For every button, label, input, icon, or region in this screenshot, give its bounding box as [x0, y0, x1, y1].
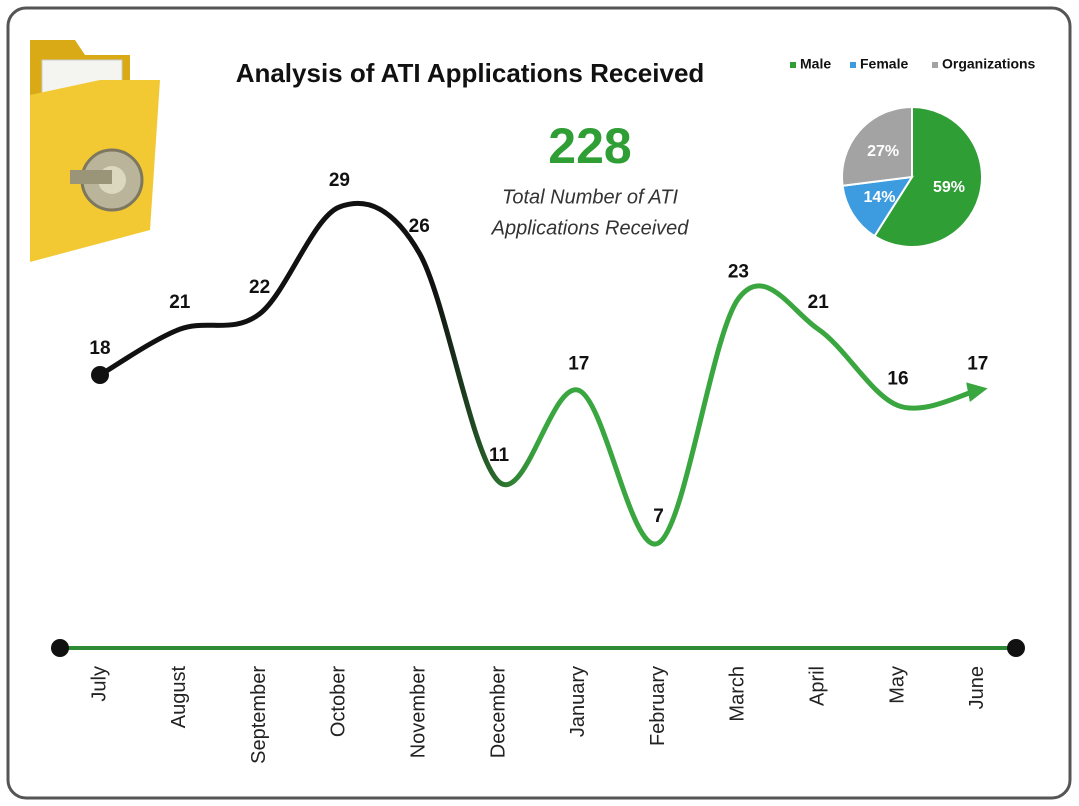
legend-swatch — [850, 62, 856, 68]
data-label: 22 — [249, 277, 270, 298]
x-tick-label: September — [248, 666, 270, 764]
axis-end — [51, 639, 69, 657]
data-label: 17 — [568, 353, 589, 374]
legend-label: Female — [860, 56, 908, 72]
total-label: Total Number of ATI — [502, 186, 678, 208]
frame — [6, 6, 1072, 800]
data-label: 16 — [887, 369, 908, 390]
slice-label: 27% — [867, 143, 899, 160]
legend-swatch — [790, 62, 796, 68]
axis-end — [1007, 639, 1025, 657]
x-tick-label: October — [328, 666, 350, 737]
data-label: 21 — [169, 292, 191, 313]
folder-icon — [30, 40, 160, 262]
data-label: 26 — [409, 216, 430, 237]
x-tick-label: November — [407, 666, 429, 759]
pie-slice — [841, 105, 913, 187]
legend-label: Male — [800, 56, 831, 72]
data-label: 18 — [89, 338, 110, 359]
slice-label: 14% — [863, 189, 895, 206]
x-tick-label: July — [88, 666, 110, 702]
slice-label: 59% — [933, 179, 965, 196]
line — [97, 201, 988, 547]
data-label: 7 — [653, 506, 664, 527]
legend-label: Organizations — [942, 56, 1036, 72]
total-value: 228 — [548, 118, 631, 174]
x-tick-label: August — [168, 666, 190, 729]
x-tick-label: February — [647, 666, 669, 746]
data-label: 17 — [967, 353, 988, 374]
data-label: 11 — [489, 445, 510, 466]
x-tick-label: May — [886, 666, 908, 704]
data-label: 23 — [728, 262, 749, 283]
data-label: 21 — [808, 292, 830, 313]
x-tick-label: December — [487, 666, 509, 759]
legend-swatch — [932, 62, 938, 68]
x-tick-label: January — [567, 666, 589, 737]
x-tick-label: March — [727, 666, 749, 722]
chart-title: Analysis of ATI Applications Received — [236, 58, 705, 88]
total-label: Applications Received — [491, 217, 690, 239]
pie-slice — [873, 105, 983, 248]
pie-slice — [841, 175, 914, 238]
x-tick-label: June — [966, 666, 988, 709]
data-label: 29 — [329, 170, 350, 191]
start-dot — [91, 366, 109, 384]
x-tick-label: April — [806, 666, 828, 706]
